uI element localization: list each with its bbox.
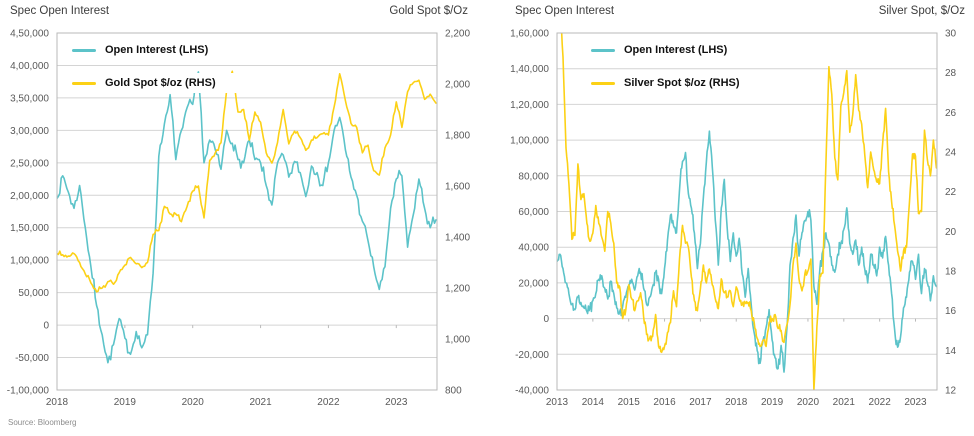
silver-chart-legend: Open Interest (LHS) Silver Spot $/oz (RHS… (591, 40, 763, 106)
rhs-tick-label: 22 (945, 187, 957, 198)
rhs-tick-label: 1,800 (445, 131, 470, 142)
lhs-tick-label: 1,00,000 (10, 256, 49, 267)
source-note: Source: Bloomberg (8, 418, 77, 427)
right-axis-title: Gold Spot $/Oz (389, 5, 468, 17)
rhs-tick-label: 18 (945, 267, 957, 278)
lhs-tick-label: 60,000 (518, 207, 549, 218)
open-interest-legend-swatch (591, 48, 615, 52)
lhs-tick-label: 50,000 (18, 288, 49, 299)
lhs-tick-label: -40,000 (515, 386, 549, 397)
lhs-tick-label: 0 (43, 321, 49, 332)
x-tick-label: 2014 (582, 397, 605, 408)
rhs-tick-label: 1,200 (445, 284, 470, 295)
x-tick-label: 2023 (904, 397, 927, 408)
lhs-tick-label: -1,00,000 (7, 386, 50, 397)
rhs-tick-label: 26 (945, 108, 957, 119)
lhs-tick-label: 40,000 (518, 243, 549, 254)
lhs-tick-label: 2,50,000 (10, 158, 49, 169)
lhs-tick-label: -20,000 (515, 350, 549, 361)
legend-label: Gold Spot $/oz (RHS) (105, 77, 216, 89)
x-tick-label: 2022 (869, 397, 892, 408)
x-tick-label: 2019 (761, 397, 784, 408)
plot-border (56, 32, 438, 391)
lhs-tick-label: 4,50,000 (10, 29, 49, 40)
rhs-tick-label: 14 (945, 346, 957, 357)
legend-label: Open Interest (LHS) (105, 44, 209, 56)
lhs-tick-label: 1,40,000 (510, 64, 549, 75)
x-tick-label: 2018 (725, 397, 748, 408)
gold-chart-header: Spec Open Interest Gold Spot $/Oz (0, 5, 487, 17)
rhs-tick-label: 800 (445, 386, 462, 397)
lhs-tick-label: 1,50,000 (10, 223, 49, 234)
open-interest-legend-swatch (72, 48, 96, 52)
legend-entry: Gold Spot $/oz (RHS) (72, 73, 244, 93)
silver-open-interest-chart: 1,60,000 1,40,000 1,20,000 1,00,000 80,000 60… (510, 29, 957, 409)
left-axis-title: Spec Open Interest (10, 5, 110, 17)
open-interest-line (57, 71, 437, 364)
x-tick-label: 2013 (546, 397, 569, 408)
rhs-tick-label: 24 (945, 148, 957, 159)
left-axis-title: Spec Open Interest (515, 5, 615, 17)
lhs-tick-label: 1,20,000 (510, 100, 549, 111)
rhs-tick-label: 1,600 (445, 182, 470, 193)
lhs-tick-label: 2,00,000 (10, 191, 49, 202)
spot-price-legend-swatch (72, 81, 96, 85)
lhs-tick-label: 80,000 (518, 171, 549, 182)
x-tick-label: 2021 (833, 397, 856, 408)
x-tick-label: 2017 (689, 397, 712, 408)
rhs-tick-label: 30 (945, 29, 957, 40)
x-tick-label: 2015 (618, 397, 641, 408)
rhs-tick-label: 20 (945, 227, 957, 238)
lhs-tick-label: 4,00,000 (10, 61, 49, 72)
silver-chart-header: Spec Open Interest Silver Spot, $/Oz (487, 5, 974, 17)
rhs-tick-label: 1,400 (445, 233, 470, 244)
x-tick-label: 2021 (249, 397, 272, 408)
rhs-tick-label: 2,200 (445, 29, 470, 40)
x-tick-label: 2022 (317, 397, 340, 408)
legend-entry: Open Interest (LHS) (72, 40, 244, 60)
legend-label: Open Interest (LHS) (624, 44, 728, 56)
gold-chart-legend: Open Interest (LHS) Gold Spot $/oz (RHS) (72, 40, 244, 106)
lhs-tick-label: 20,000 (518, 278, 549, 289)
spot-price-line (57, 70, 437, 293)
x-tick-label: 2018 (46, 397, 69, 408)
plot-border (556, 32, 938, 391)
rhs-tick-label: 16 (945, 306, 957, 317)
lhs-tick-label: 3,00,000 (10, 126, 49, 137)
rhs-tick-label: 28 (945, 68, 957, 79)
lhs-tick-label: -50,000 (15, 353, 49, 364)
legend-entry: Silver Spot $/oz (RHS) (591, 73, 763, 93)
lhs-tick-label: 1,60,000 (510, 29, 549, 40)
x-tick-label: 2020 (797, 397, 820, 408)
legend-label: Silver Spot $/oz (RHS) (624, 77, 740, 89)
gold-open-interest-chart: 4,50,000 4,00,000 3,50,000 3,00,000 2,50,000… (7, 29, 471, 409)
rhs-tick-label: 1,000 (445, 335, 470, 346)
lhs-tick-label: 3,50,000 (10, 93, 49, 104)
x-tick-label: 2016 (653, 397, 676, 408)
open-interest-line (557, 130, 937, 373)
spot-price-line (560, 33, 937, 390)
silver-chart-panel: Spec Open Interest Silver Spot, $/Oz 1,6… (487, 0, 974, 430)
gold-chart-panel: Spec Open Interest Gold Spot $/Oz 4,50,0… (0, 0, 487, 430)
rhs-tick-label: 12 (945, 386, 957, 397)
rhs-tick-label: 2,000 (445, 80, 470, 91)
spot-price-legend-swatch (591, 81, 615, 85)
x-tick-label: 2019 (114, 397, 137, 408)
right-axis-title: Silver Spot, $/Oz (878, 5, 965, 17)
x-tick-label: 2023 (385, 397, 408, 408)
lhs-tick-label: 0 (543, 314, 549, 325)
x-tick-label: 2020 (182, 397, 205, 408)
lhs-tick-label: 1,00,000 (510, 136, 549, 147)
legend-entry: Open Interest (LHS) (591, 40, 763, 60)
